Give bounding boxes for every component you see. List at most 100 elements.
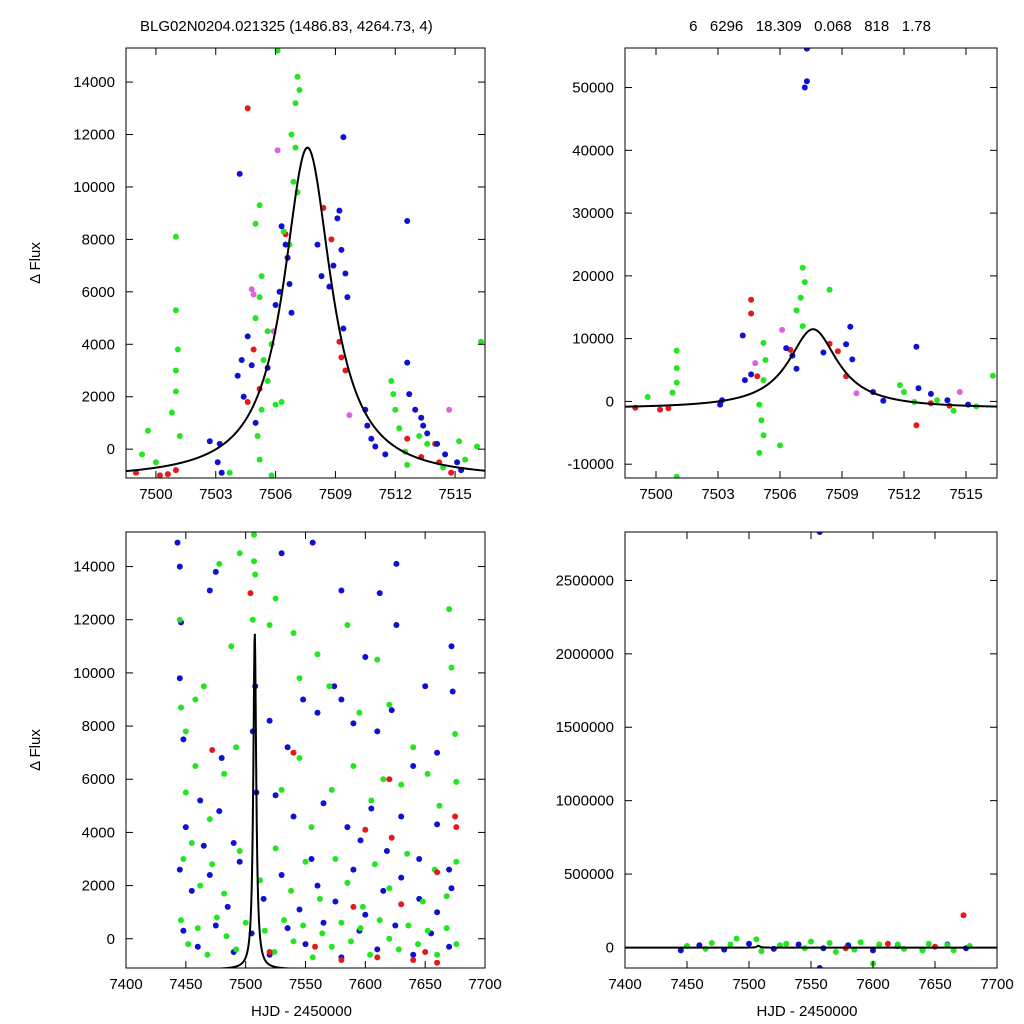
- data-point: [152, 459, 159, 466]
- data-point: [368, 435, 375, 442]
- data-point: [448, 885, 455, 892]
- data-point: [880, 397, 887, 404]
- plot-frame: [624, 47, 998, 479]
- data-point: [388, 707, 395, 714]
- data-point: [913, 422, 920, 429]
- data-point: [318, 273, 325, 280]
- data-point: [331, 683, 338, 690]
- data-point: [448, 664, 455, 671]
- data-point: [264, 328, 271, 335]
- data-point: [434, 749, 441, 756]
- data-point: [260, 357, 267, 363]
- data-point: [405, 922, 412, 929]
- data-point: [783, 345, 790, 352]
- data-point: [754, 373, 761, 380]
- data-point: [338, 587, 345, 594]
- data-point: [197, 882, 204, 889]
- data-point: [278, 399, 285, 405]
- data-point: [406, 391, 413, 398]
- data-point: [172, 233, 179, 240]
- data-point: [673, 379, 680, 386]
- data-point: [240, 393, 247, 400]
- data-point: [799, 323, 806, 330]
- y-tick-label: -10000: [567, 456, 614, 473]
- series-green: [176, 532, 460, 961]
- data-point: [197, 797, 204, 804]
- data-point: [956, 389, 963, 395]
- data-point: [350, 903, 357, 910]
- data-point: [185, 941, 192, 948]
- series-blue: [206, 134, 465, 476]
- data-point: [209, 861, 216, 868]
- x-axis-label: HJD - 2450000: [757, 1003, 858, 1020]
- data-point: [338, 696, 345, 703]
- data-point: [266, 717, 273, 724]
- y-axis-label: Δ Flux: [27, 729, 44, 771]
- y-tick-label: 14000: [73, 559, 115, 576]
- data-point: [254, 433, 261, 439]
- y-tick-label: 4000: [82, 336, 115, 353]
- x-tick-label: 7512: [887, 486, 920, 503]
- y-tick-label: 6000: [82, 284, 115, 301]
- data-point: [989, 372, 996, 379]
- series-magenta: [752, 326, 963, 397]
- data-point: [418, 414, 425, 421]
- data-point: [260, 895, 267, 902]
- data-point: [194, 925, 201, 932]
- data-point: [182, 824, 189, 831]
- data-point: [760, 377, 767, 384]
- y-tick-label: 6000: [82, 771, 115, 788]
- data-point: [820, 349, 827, 356]
- y-tick-label: 500000: [564, 866, 614, 883]
- y-tick-label: 1000000: [556, 793, 614, 810]
- data-point: [290, 178, 297, 185]
- data-point: [894, 941, 901, 948]
- y-tick-label: 50000: [572, 80, 614, 97]
- data-point: [286, 281, 293, 287]
- y-tick-label: 2500000: [556, 572, 614, 589]
- data-point: [144, 427, 151, 434]
- x-tick-label: 7600: [856, 976, 889, 993]
- data-point: [236, 170, 243, 177]
- data-point: [367, 951, 374, 958]
- data-point: [250, 346, 257, 353]
- data-point: [386, 776, 393, 783]
- data-point: [344, 879, 351, 886]
- data-point: [380, 776, 387, 783]
- data-point: [340, 134, 347, 141]
- data-point: [182, 728, 189, 735]
- x-tick-label: 7500: [732, 976, 765, 993]
- data-point: [338, 354, 345, 361]
- data-point: [382, 451, 389, 458]
- data-point: [272, 302, 279, 308]
- y-tick-label: 20000: [572, 268, 614, 285]
- data-point: [290, 749, 297, 756]
- data-point: [410, 951, 417, 958]
- data-point: [230, 840, 237, 846]
- data-point: [657, 406, 664, 413]
- data-point: [248, 286, 255, 293]
- data-point: [224, 903, 231, 910]
- y-tick-label: 12000: [73, 612, 115, 629]
- data-point: [338, 919, 345, 926]
- data-point: [228, 643, 235, 650]
- data-point: [748, 371, 755, 378]
- data-point: [206, 872, 213, 878]
- data-point: [250, 291, 257, 298]
- x-tick-label: 7500: [229, 976, 262, 993]
- data-point: [344, 294, 351, 301]
- data-point: [669, 389, 676, 396]
- data-point: [870, 947, 876, 954]
- data-point: [264, 378, 271, 384]
- data-point: [434, 909, 441, 916]
- data-point: [362, 911, 369, 918]
- data-point: [296, 906, 303, 913]
- data-point: [449, 688, 456, 695]
- data-point: [226, 469, 233, 476]
- data-point: [336, 207, 343, 214]
- data-point: [344, 824, 351, 831]
- data-point: [843, 341, 850, 348]
- data-point: [176, 616, 183, 623]
- x-tick-label: 7515: [438, 486, 471, 503]
- data-point: [708, 940, 715, 946]
